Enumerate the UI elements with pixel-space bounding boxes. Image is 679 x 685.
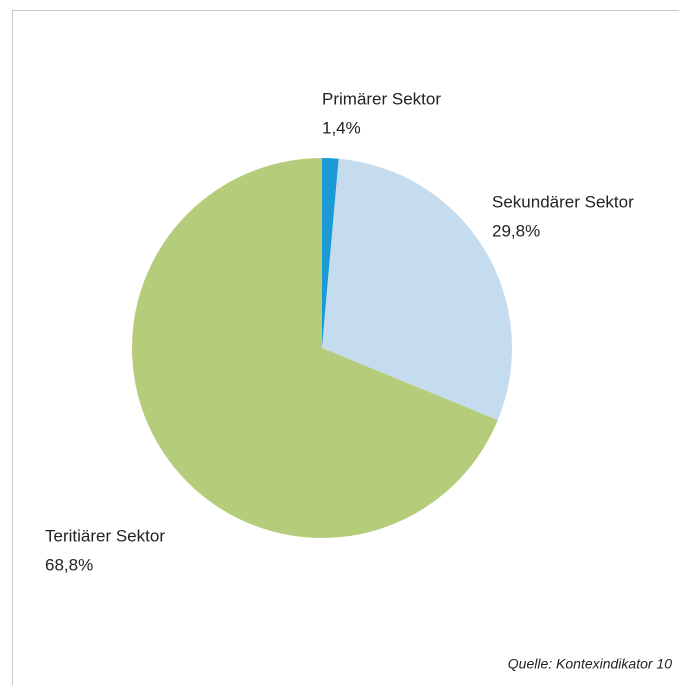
pie-slice — [322, 158, 512, 421]
slice-label: Teritiärer Sektor — [45, 526, 165, 545]
source-note: Quelle: Kontexindikator 10 — [508, 656, 672, 672]
slice-label: Primärer Sektor — [322, 89, 441, 108]
pie-slice — [132, 158, 498, 538]
slice-label: Sekundärer Sektor — [492, 192, 634, 211]
slice-value-label: 68,8% — [45, 555, 93, 574]
slice-value-label: 29,8% — [492, 221, 540, 240]
pie-slice — [322, 158, 339, 348]
slice-value-label: 1,4% — [322, 118, 361, 137]
